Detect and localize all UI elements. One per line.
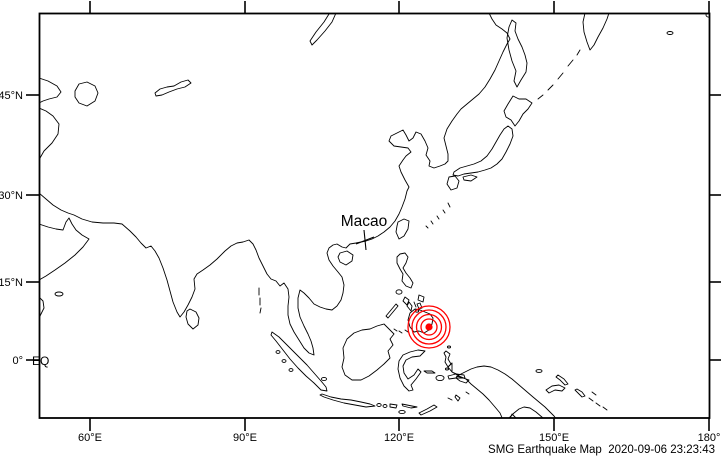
lat-label-15n: 15°N: [0, 277, 23, 289]
island-sri-lanka: [185, 308, 200, 330]
island-hainan: [337, 250, 354, 266]
island-new-ireland: [555, 374, 569, 386]
map-caption: SMG Earthquake Map 2020-09-06 23:23:43: [488, 444, 715, 456]
island-new-guinea: [447, 362, 557, 418]
lon-ticks-bottom: [89, 418, 710, 431]
lon-label-60e: 60°E: [78, 432, 102, 444]
island-cebu: [413, 301, 417, 308]
island-palawan: [385, 303, 399, 319]
island-borneo: [341, 323, 395, 381]
map-interior: [39, 13, 710, 418]
island-attu: [666, 31, 674, 35]
lat-ticks-right: [710, 94, 721, 361]
island-java: [319, 393, 376, 408]
macao-label: Macao: [341, 213, 388, 230]
island-bali: [376, 403, 382, 407]
island-taiwan: [395, 218, 410, 240]
cape-york: [509, 413, 517, 418]
peninsula-kamchatka: [582, 13, 610, 51]
island-siberut: [281, 359, 287, 363]
island-mindoro: [395, 289, 403, 295]
island-honshu: [452, 125, 514, 177]
epicenter-marker: [407, 305, 451, 349]
islands-ryukyu: [425, 202, 451, 229]
lon-ticks-top: [89, 1, 710, 13]
island-luzon: [396, 252, 414, 289]
coastline-somalia: [39, 296, 45, 319]
epicenter-ring-1: [420, 318, 438, 336]
lat-ticks-left: [26, 94, 39, 361]
island-hokkaido: [503, 95, 533, 127]
island-timor: [418, 404, 438, 416]
lat-label-45n: 45°N: [0, 90, 23, 102]
island-manus: [535, 369, 543, 373]
island-samar: [417, 294, 425, 303]
lat-label-0: 0°: [12, 355, 23, 367]
islands-kuril: [537, 49, 581, 100]
islands-solomon: [588, 391, 608, 411]
island-sakhalin: [506, 19, 528, 88]
epicenter-dot: [425, 323, 433, 331]
island-socotra: [54, 291, 64, 297]
island-obi: [444, 367, 450, 371]
island-sumatra: [270, 331, 328, 392]
epicenter-ring-2: [415, 313, 443, 341]
island-buru: [435, 374, 445, 382]
island-kyushu: [446, 175, 460, 191]
islands-andaman: [258, 287, 262, 314]
island-flores: [401, 403, 418, 409]
macao-station-marker: [355, 229, 375, 251]
island-sumba: [398, 409, 406, 415]
island-shikoku: [462, 174, 478, 182]
island-sumbawa: [389, 403, 398, 409]
island-new-britain: [545, 384, 566, 394]
islands-sula: [423, 370, 436, 374]
epicenter-ring-4: [407, 305, 451, 349]
map-frame: [38, 12, 711, 419]
epicenter-ring-3: [411, 309, 447, 345]
islands-sulu: [393, 328, 409, 334]
lon-label-120e: 120°E: [384, 432, 414, 444]
island-negros: [406, 301, 413, 312]
caspian-sea-coast: [39, 77, 62, 104]
lake-baikal: [309, 13, 337, 46]
coastline-arabia: [39, 217, 90, 281]
island-morotai: [446, 345, 452, 349]
island-pagai: [288, 368, 294, 372]
aral-sea: [74, 81, 99, 107]
island-lombok: [382, 404, 388, 408]
caspian-sea-coast-south: [39, 107, 60, 162]
lon-label-150e: 150°E: [539, 432, 569, 444]
lon-label-180: 180°: [698, 432, 721, 444]
peninsula-bomberai: [455, 375, 470, 384]
islands-tanimbar: [447, 391, 470, 402]
lake-balkhash: [154, 79, 192, 97]
island-nias: [275, 350, 281, 354]
island-bougainville: [574, 388, 586, 398]
island-sulawesi: [397, 349, 426, 392]
lon-label-90e: 90°E: [233, 432, 257, 444]
coastline-asia-mainland: [39, 13, 511, 356]
lat-label-30n: 30°N: [0, 190, 23, 202]
equator-label: EQ: [32, 354, 49, 368]
island-bangka: [321, 376, 327, 382]
